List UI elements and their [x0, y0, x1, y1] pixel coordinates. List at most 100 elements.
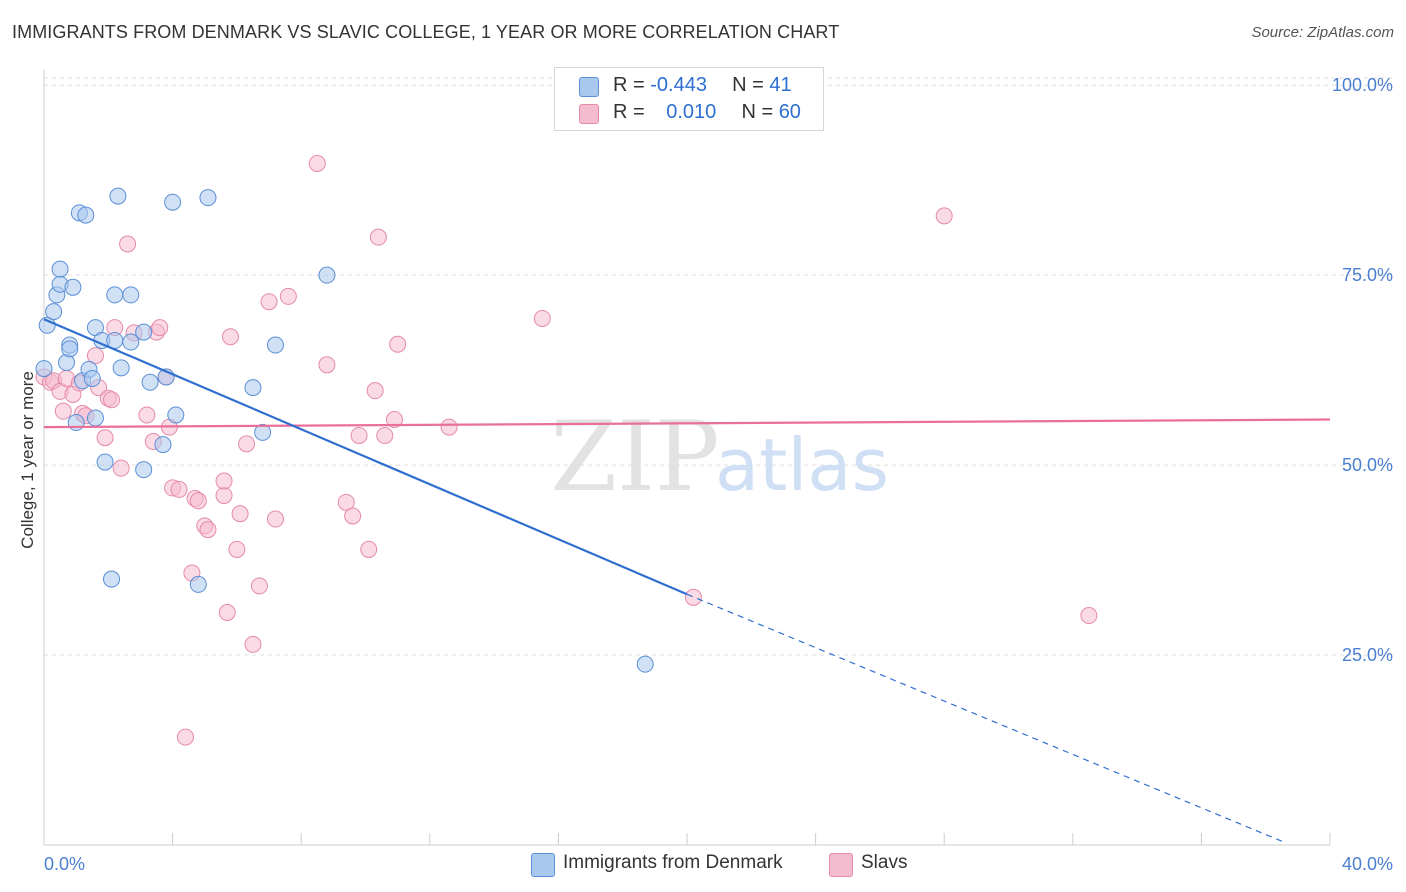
slavs-point	[151, 319, 169, 337]
denmark-point	[122, 286, 140, 304]
y-tick-label: 25.0%	[1342, 645, 1393, 665]
slavs-point	[215, 472, 233, 490]
denmark-point	[254, 423, 272, 441]
n-label: N =	[741, 101, 779, 123]
slavs-point	[344, 507, 362, 525]
slavs-point	[238, 435, 256, 453]
slavs-point	[376, 426, 394, 444]
watermark-atlas: atlas	[715, 423, 889, 507]
slavs-point	[231, 505, 249, 523]
denmark-trend-line	[43, 318, 688, 596]
series-legend: Immigrants from Denmark Slavs	[0, 852, 1406, 878]
denmark-point	[189, 575, 207, 593]
slavs-legend-swatch	[829, 853, 853, 877]
slavs-point	[170, 480, 188, 498]
denmark-point	[64, 278, 82, 296]
trend-lines	[43, 318, 1331, 842]
denmark-point	[96, 453, 114, 471]
slavs-point	[260, 293, 278, 311]
denmark-point	[135, 323, 153, 341]
legend-label-slavs: Slavs	[861, 852, 908, 873]
slavs-point	[244, 635, 262, 653]
slavs-point	[112, 459, 130, 477]
x-tick-label: 0.0%	[44, 854, 85, 874]
n-value: 60	[778, 101, 801, 123]
slavs-point	[684, 588, 702, 606]
denmark-point	[61, 340, 79, 358]
slavs-point	[103, 391, 121, 409]
denmark-point	[45, 303, 63, 321]
y-tick-label: 75.0%	[1342, 265, 1393, 285]
axes	[43, 70, 1331, 846]
denmark-point	[266, 336, 284, 354]
r-value: 0.010	[666, 101, 717, 123]
denmark-point	[109, 187, 127, 205]
denmark-point	[164, 193, 182, 211]
denmark-points	[35, 187, 654, 673]
denmark-point	[167, 406, 185, 424]
slavs-point	[221, 328, 239, 346]
denmark-trend-extension	[686, 593, 1283, 842]
slavs-point	[176, 728, 194, 746]
slavs-point	[366, 382, 384, 400]
r-label: R =	[613, 101, 651, 123]
slavs-point	[350, 426, 368, 444]
slavs-point	[228, 540, 246, 558]
denmark-point	[244, 379, 262, 397]
slavs-trend-line	[43, 418, 1331, 429]
slavs-point	[189, 492, 207, 510]
stats-legend: R = -0.443 N = 41 R = 0.010 N = 60	[554, 67, 824, 131]
slavs-point	[369, 228, 387, 246]
denmark-point	[86, 409, 104, 427]
watermark: ZIP atlas	[550, 401, 889, 513]
denmark-point	[135, 461, 153, 479]
slavs-point	[86, 347, 104, 365]
n-label: N =	[732, 74, 770, 96]
denmark-swatch	[579, 77, 599, 97]
slavs-point	[1080, 607, 1098, 625]
denmark-point	[636, 655, 654, 673]
slavs-point	[440, 418, 458, 436]
denmark-point	[106, 286, 124, 304]
denmark-point	[83, 369, 101, 387]
slavs-point	[250, 577, 268, 595]
tick-labels: 25.0% 50.0% 75.0% 100.0% 0.0% 40.0%	[44, 75, 1393, 874]
denmark-legend-swatch	[531, 853, 555, 877]
slavs-point	[389, 335, 407, 353]
slavs-point	[138, 406, 156, 424]
slavs-point	[119, 235, 137, 253]
y-tick-label: 50.0%	[1342, 455, 1393, 475]
slavs-point	[533, 309, 551, 327]
r-label: R =	[613, 74, 651, 96]
x-tick-label: 40.0%	[1342, 854, 1393, 874]
denmark-point	[112, 359, 130, 377]
slavs-point	[279, 287, 297, 305]
denmark-point	[318, 266, 336, 284]
slavs-point	[935, 207, 953, 225]
denmark-point	[77, 206, 95, 224]
slavs-points	[35, 154, 1098, 746]
denmark-point	[35, 360, 53, 378]
slavs-point	[385, 411, 403, 429]
slavs-point	[96, 429, 114, 447]
slavs-point	[337, 493, 355, 511]
watermark-zip: ZIP	[550, 401, 719, 513]
denmark-point	[51, 260, 69, 278]
y-tick-label: 100.0%	[1332, 75, 1393, 95]
slavs-point	[54, 402, 72, 420]
slavs-swatch	[579, 104, 599, 124]
r-value: -0.443	[650, 74, 707, 96]
slavs-point	[199, 521, 217, 539]
denmark-point	[103, 570, 121, 588]
denmark-point	[154, 436, 172, 454]
slavs-point	[318, 356, 336, 374]
chart-title: IMMIGRANTS FROM DENMARK VS SLAVIC COLLEG…	[12, 22, 840, 42]
legend-label-denmark: Immigrants from Denmark	[563, 852, 783, 873]
slavs-point	[308, 154, 326, 172]
slavs-point	[266, 510, 284, 528]
gridlines	[44, 77, 1392, 656]
denmark-point	[122, 333, 140, 351]
denmark-point	[199, 189, 217, 207]
denmark-point	[67, 414, 85, 432]
